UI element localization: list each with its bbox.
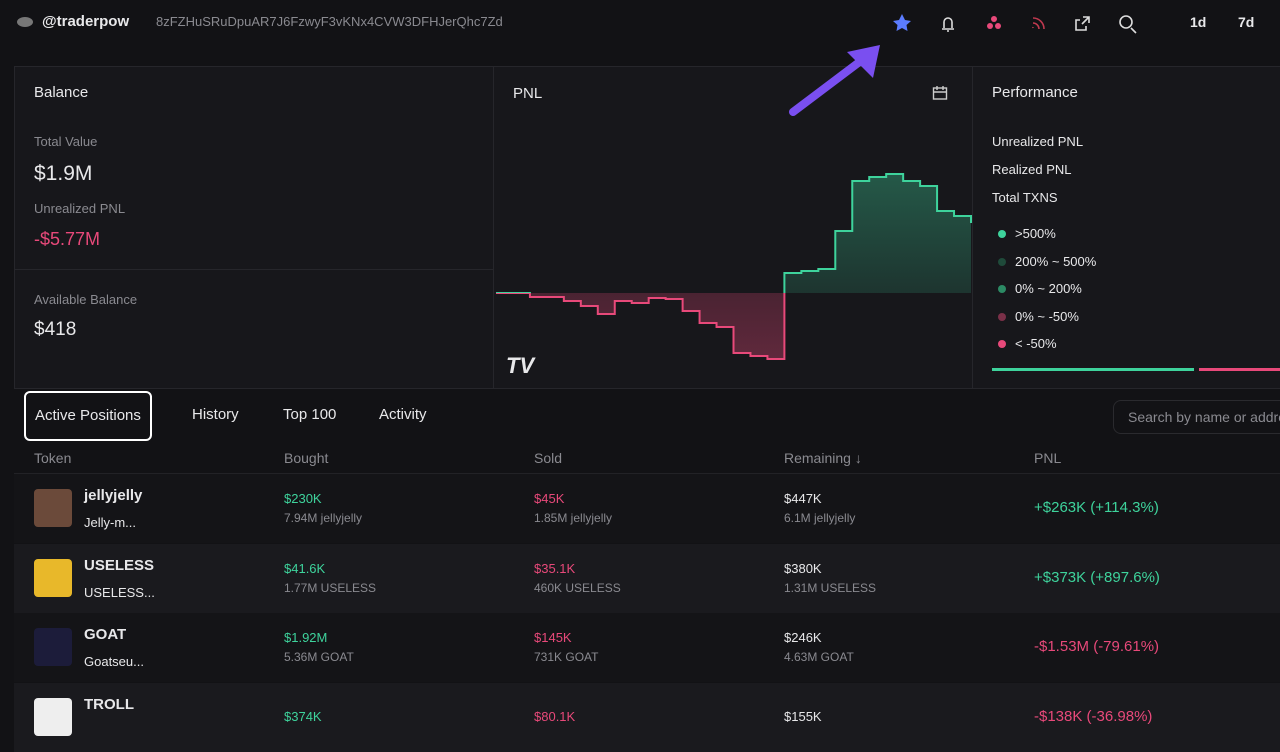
token-name: GOAT (84, 626, 127, 643)
cell-amount: 5.36M GOAT (284, 650, 354, 664)
bucket-dot (998, 257, 1006, 266)
tab[interactable]: Activity (379, 406, 427, 423)
cell-value: $145K (534, 630, 572, 645)
search-icon[interactable] (1119, 15, 1137, 34)
token-symbol: Jelly-m... (84, 515, 136, 530)
avatar-icon (17, 17, 33, 27)
bucket-label: < -50% (1015, 336, 1057, 351)
panel-title: Balance (34, 84, 89, 101)
cell-value: $41.6K (284, 560, 326, 576)
cell-value: $45K (534, 491, 565, 506)
cell-amount: 1.31M USELESS (784, 580, 877, 595)
cell-pnl: -$138K (-36.98%) (1034, 707, 1153, 725)
cell-amount: 6.1M jellyjelly (784, 511, 856, 525)
bucket-dot (998, 312, 1006, 321)
panel-title: Performance (992, 84, 1078, 101)
pnl-chart (496, 173, 972, 360)
token-icon (34, 628, 72, 666)
toolbar-icons (893, 14, 1137, 34)
bucket-dot (998, 230, 1006, 238)
annotation-arrow (789, 45, 880, 116)
available-panel: Available Balance $418 (14, 269, 495, 389)
star-icon[interactable] (893, 14, 911, 31)
metric-label: Unrealized PNL (992, 134, 1084, 149)
cell-amount: 7.94M jellyjelly (284, 511, 363, 525)
row[interactable] (14, 613, 1280, 682)
cell-value: $246K (784, 630, 822, 645)
total-value: $1.9M (34, 162, 93, 185)
bucket-label: 0% ~ 200% (1015, 281, 1082, 296)
token-name: USELESS (84, 556, 155, 574)
balance-panel: Balance Total Value $1.9M Unrealized PNL… (14, 66, 495, 270)
cell-value: $380K (784, 560, 822, 576)
token-icon (34, 489, 72, 527)
cell-value: $80.1K (534, 708, 576, 724)
metric-label: Realized PNL (992, 162, 1072, 177)
cell-value: $374K (284, 708, 322, 724)
cell-amount: 731K GOAT (534, 650, 599, 664)
column-header: Remaining ↓ (784, 450, 862, 466)
column-header: PNL (1034, 450, 1062, 466)
cell-value: $1.92M (284, 630, 328, 645)
bucket-label: 0% ~ -50% (1015, 308, 1079, 324)
timeframe[interactable]: 1d (1190, 14, 1207, 30)
label: Total Value (34, 134, 98, 149)
bucket-label: >500% (1015, 226, 1056, 241)
token-symbol: USELESS... (84, 584, 155, 600)
unrealized-pnl: -$5.77M (34, 229, 101, 249)
search-input[interactable]: Search by name or address (1113, 400, 1280, 434)
chart-logo: TV (506, 353, 535, 378)
group-icon[interactable] (987, 16, 1001, 29)
cell-amount: 1.85M jellyjelly (534, 511, 613, 525)
pnl-line-up (496, 173, 972, 293)
page: @traderpow 8zFZHuSRuDpuAR7J6FzwyF3vKNx4C… (0, 0, 1280, 736)
pnl-line-down (496, 293, 786, 360)
label: Unrealized PNL (34, 201, 126, 216)
token-icon (34, 697, 72, 736)
cell-value: $155K (784, 708, 822, 724)
label: Available Balance (34, 292, 138, 307)
token-symbol: Goatseu... (84, 654, 144, 669)
token-name: jellyjelly (84, 487, 143, 504)
cell-value: $35.1K (534, 560, 576, 576)
top-bar: @traderpow 8zFZHuSRuDpuAR7J6FzwyF3vKNx4C… (0, 0, 1280, 44)
cell-amount: 1.77M USELESS (284, 580, 377, 595)
token-name: TROLL (84, 695, 134, 713)
cell-pnl: +$263K (+114.3%) (1034, 499, 1159, 516)
panel-title: PNL (513, 85, 543, 102)
rss-icon[interactable] (1032, 17, 1045, 30)
bucket-dot (998, 340, 1006, 348)
tab[interactable]: History (192, 406, 239, 423)
bucket-label: 200% ~ 500% (1015, 253, 1097, 269)
tab[interactable]: Active Positions (24, 391, 152, 441)
bucket-dot (998, 285, 1006, 293)
row[interactable] (14, 474, 1280, 543)
cell-amount: 4.63M GOAT (784, 650, 854, 664)
address[interactable]: 8zFZHuSRuDpuAR7J6FzwyF3vKNx4CVW3DFHJerQh… (156, 14, 503, 29)
cell-amount: 460K USELESS (534, 580, 621, 595)
handle[interactable]: @traderpow (42, 13, 130, 30)
available-balance: $418 (34, 319, 77, 340)
row[interactable] (14, 543, 1280, 613)
column-header: Sold (534, 450, 563, 466)
cell-value: $230K (284, 491, 322, 506)
cell-pnl: -$1.53M (-79.61%) (1034, 638, 1160, 655)
column-header: Token (34, 450, 72, 466)
token-icon (34, 558, 72, 597)
metric-label: Total TXNS (992, 190, 1058, 205)
timeframe[interactable]: 7d (1238, 14, 1255, 30)
bell-icon[interactable] (942, 17, 954, 32)
tab[interactable]: Top 100 (283, 406, 337, 423)
pnl-panel: PNL TV (493, 66, 973, 389)
column-header: Bought (284, 450, 329, 466)
ratio-bar (1199, 368, 1280, 371)
share-icon[interactable] (1075, 16, 1090, 31)
calendar-icon[interactable] (932, 85, 948, 101)
ratio-bar (992, 368, 1194, 371)
cell-value: $447K (784, 491, 822, 506)
cell-pnl: +$373K (+897.6%) (1034, 568, 1160, 586)
performance-panel: Performance Unrealized PNL Realized PNL To… (972, 66, 1280, 389)
table-header-bg (14, 442, 1280, 474)
